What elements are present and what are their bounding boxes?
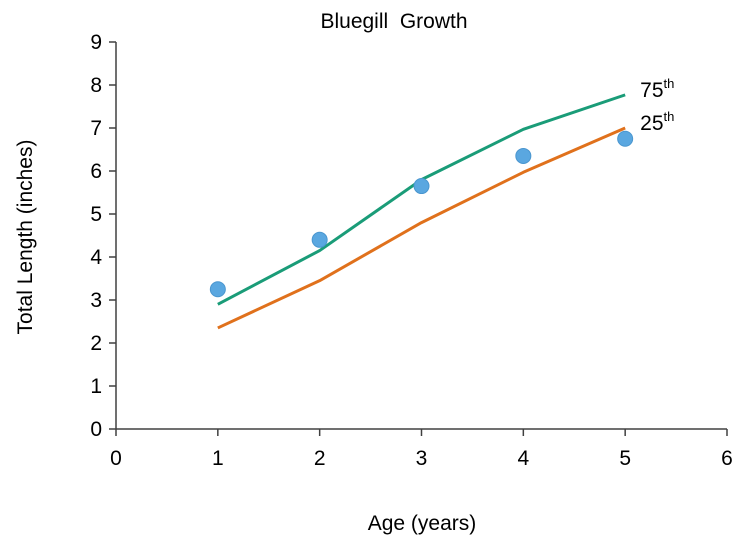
data-point	[311, 231, 328, 248]
y-tick-label: 9	[90, 31, 102, 54]
y-tick-label: 8	[90, 74, 102, 97]
y-tick-label: 4	[90, 246, 102, 269]
x-tick-label: 6	[721, 447, 733, 470]
y-tick-label: 6	[90, 160, 102, 183]
x-tick-label: 1	[212, 447, 224, 470]
x-tick-label: 4	[517, 447, 529, 470]
x-axis-label: Age (years)	[368, 512, 477, 535]
plot-area: 75th 25th	[209, 76, 674, 330]
series-label-25th: 25th	[640, 109, 674, 135]
data-point	[515, 147, 532, 164]
data-point	[617, 130, 634, 147]
data-point	[413, 178, 430, 195]
x-tick-label: 3	[416, 447, 428, 470]
y-tick-label: 0	[90, 418, 102, 441]
y-tick-label: 7	[90, 117, 102, 140]
axes: 0 1 2 3 4 5 6 7 8 9 0 1 2 3 4 5 6	[90, 31, 733, 470]
series-label-75th: 75th	[640, 76, 674, 102]
y-tick-label: 3	[90, 289, 102, 312]
chart-title: Bluegill Growth	[320, 10, 467, 33]
x-tick-label: 0	[110, 447, 122, 470]
y-tick-label: 5	[90, 203, 102, 226]
y-tick-label: 2	[90, 332, 102, 355]
series-line-75th	[217, 93, 626, 306]
data-point	[209, 281, 226, 298]
x-tick-label: 2	[314, 447, 326, 470]
x-tick-label: 5	[619, 447, 631, 470]
y-tick-label: 1	[90, 375, 102, 398]
series-line-25th	[217, 126, 626, 330]
y-axis-label: Total Length (inches)	[14, 140, 37, 335]
